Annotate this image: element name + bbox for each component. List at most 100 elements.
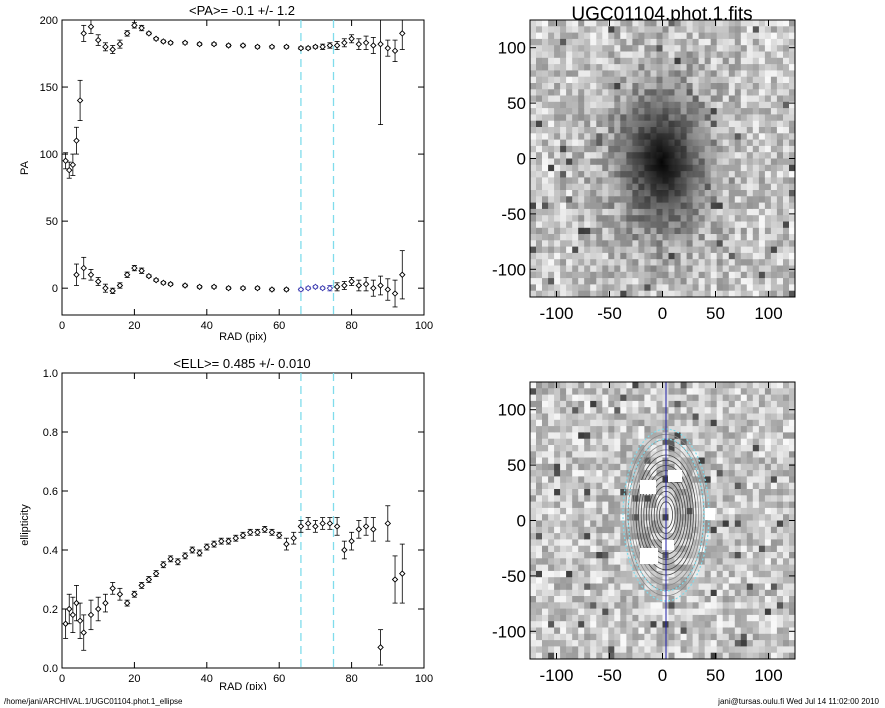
image-pixel (722, 76, 730, 84)
image-pixel (783, 240, 790, 248)
image-pixel (776, 621, 784, 628)
image-pixel (728, 20, 736, 27)
image-pixel (698, 545, 706, 553)
image-pixel (716, 202, 724, 210)
image-pixel (554, 20, 561, 27)
image-pixel (776, 526, 784, 534)
image-pixel (740, 64, 748, 71)
image-pixel (722, 545, 730, 553)
image-pixel (542, 382, 549, 389)
image-pixel (680, 501, 688, 509)
image-pixel (632, 246, 639, 254)
image-pixel (626, 602, 633, 610)
image-pixel (758, 278, 766, 285)
ell-point (145, 576, 153, 583)
image-pixel (542, 457, 549, 465)
image-pixel (644, 520, 651, 528)
image-pixel (698, 382, 706, 389)
image-pixel (789, 51, 795, 59)
image-pixel (620, 545, 627, 553)
image-pixel (710, 227, 718, 235)
image-pixel (722, 183, 730, 191)
image-pixel (602, 621, 609, 628)
image-pixel (764, 38, 772, 46)
image-pixel (692, 265, 700, 273)
image-pixel (734, 482, 742, 490)
image-pixel (530, 26, 537, 34)
image-pixel (758, 426, 766, 433)
image-pixel (548, 526, 555, 534)
image-pixel (536, 432, 543, 440)
image-pixel (614, 64, 621, 71)
image-pixel (596, 627, 603, 635)
image-pixel (542, 284, 549, 292)
image-pixel (764, 564, 772, 572)
image-pixel (548, 514, 555, 521)
image-pixel (608, 45, 615, 52)
image-pixel (764, 108, 772, 115)
image-pixel (638, 432, 645, 440)
image-pixel (656, 577, 663, 584)
image-pixel (752, 438, 760, 446)
image-pixel (716, 621, 724, 628)
ell-point (62, 620, 69, 627)
image-pixel (626, 583, 633, 591)
image-pixel (734, 533, 742, 540)
image-pixel (722, 507, 730, 515)
image-pixel (554, 278, 561, 285)
pa-point (87, 271, 95, 279)
image-pixel (789, 388, 795, 396)
image-pixel (572, 26, 579, 34)
image-pixel (740, 482, 748, 490)
image-pixel (590, 633, 597, 641)
image-pixel (554, 514, 561, 521)
image-pixel (596, 32, 603, 40)
image-pixel (776, 51, 784, 59)
image-pixel (789, 38, 795, 46)
image-pixel (704, 621, 712, 628)
image-pixel (572, 482, 579, 490)
image-pixel (584, 95, 591, 103)
image-pixel (656, 57, 663, 65)
image-pixel (632, 382, 639, 389)
image-pixel (783, 127, 790, 134)
image-pixel (656, 640, 663, 647)
image-pixel (770, 507, 778, 515)
image-pixel (542, 564, 549, 572)
ell-point (247, 529, 254, 536)
image-pixel (752, 57, 760, 65)
image-pixel (740, 133, 748, 141)
image-pixel (770, 476, 778, 484)
image-pixel (728, 602, 736, 610)
image-pixel (722, 95, 730, 103)
image-pixel (542, 51, 549, 59)
image-pixel (566, 64, 573, 71)
image-pixel (572, 507, 579, 515)
image-pixel (632, 482, 639, 490)
image-pixel (740, 646, 748, 654)
image-pixel (548, 482, 555, 490)
image-pixel (770, 45, 778, 52)
pa-y-axis-label: PA (19, 160, 31, 175)
image-pixel (626, 482, 633, 490)
image-pixel (560, 419, 567, 427)
image-pixel (789, 252, 795, 260)
image-pixel (728, 51, 736, 59)
image-pixel (770, 552, 778, 559)
image-pixel (626, 507, 633, 515)
image-pixel (740, 227, 748, 235)
image-pixel (560, 221, 567, 229)
image-pixel (650, 38, 657, 46)
image-pixel (758, 265, 766, 273)
image-xtick-label: -50 (597, 666, 622, 685)
image-ytick-label: -50 (501, 205, 526, 224)
image-pixel (530, 419, 537, 427)
image-pixel (752, 419, 760, 427)
image-pixel (578, 520, 585, 528)
image-pixel (548, 608, 555, 616)
image-pixel (746, 602, 754, 610)
image-pixel (789, 552, 795, 559)
image-pixel (596, 564, 603, 572)
image-pixel (590, 419, 597, 427)
image-pixel (728, 463, 736, 471)
